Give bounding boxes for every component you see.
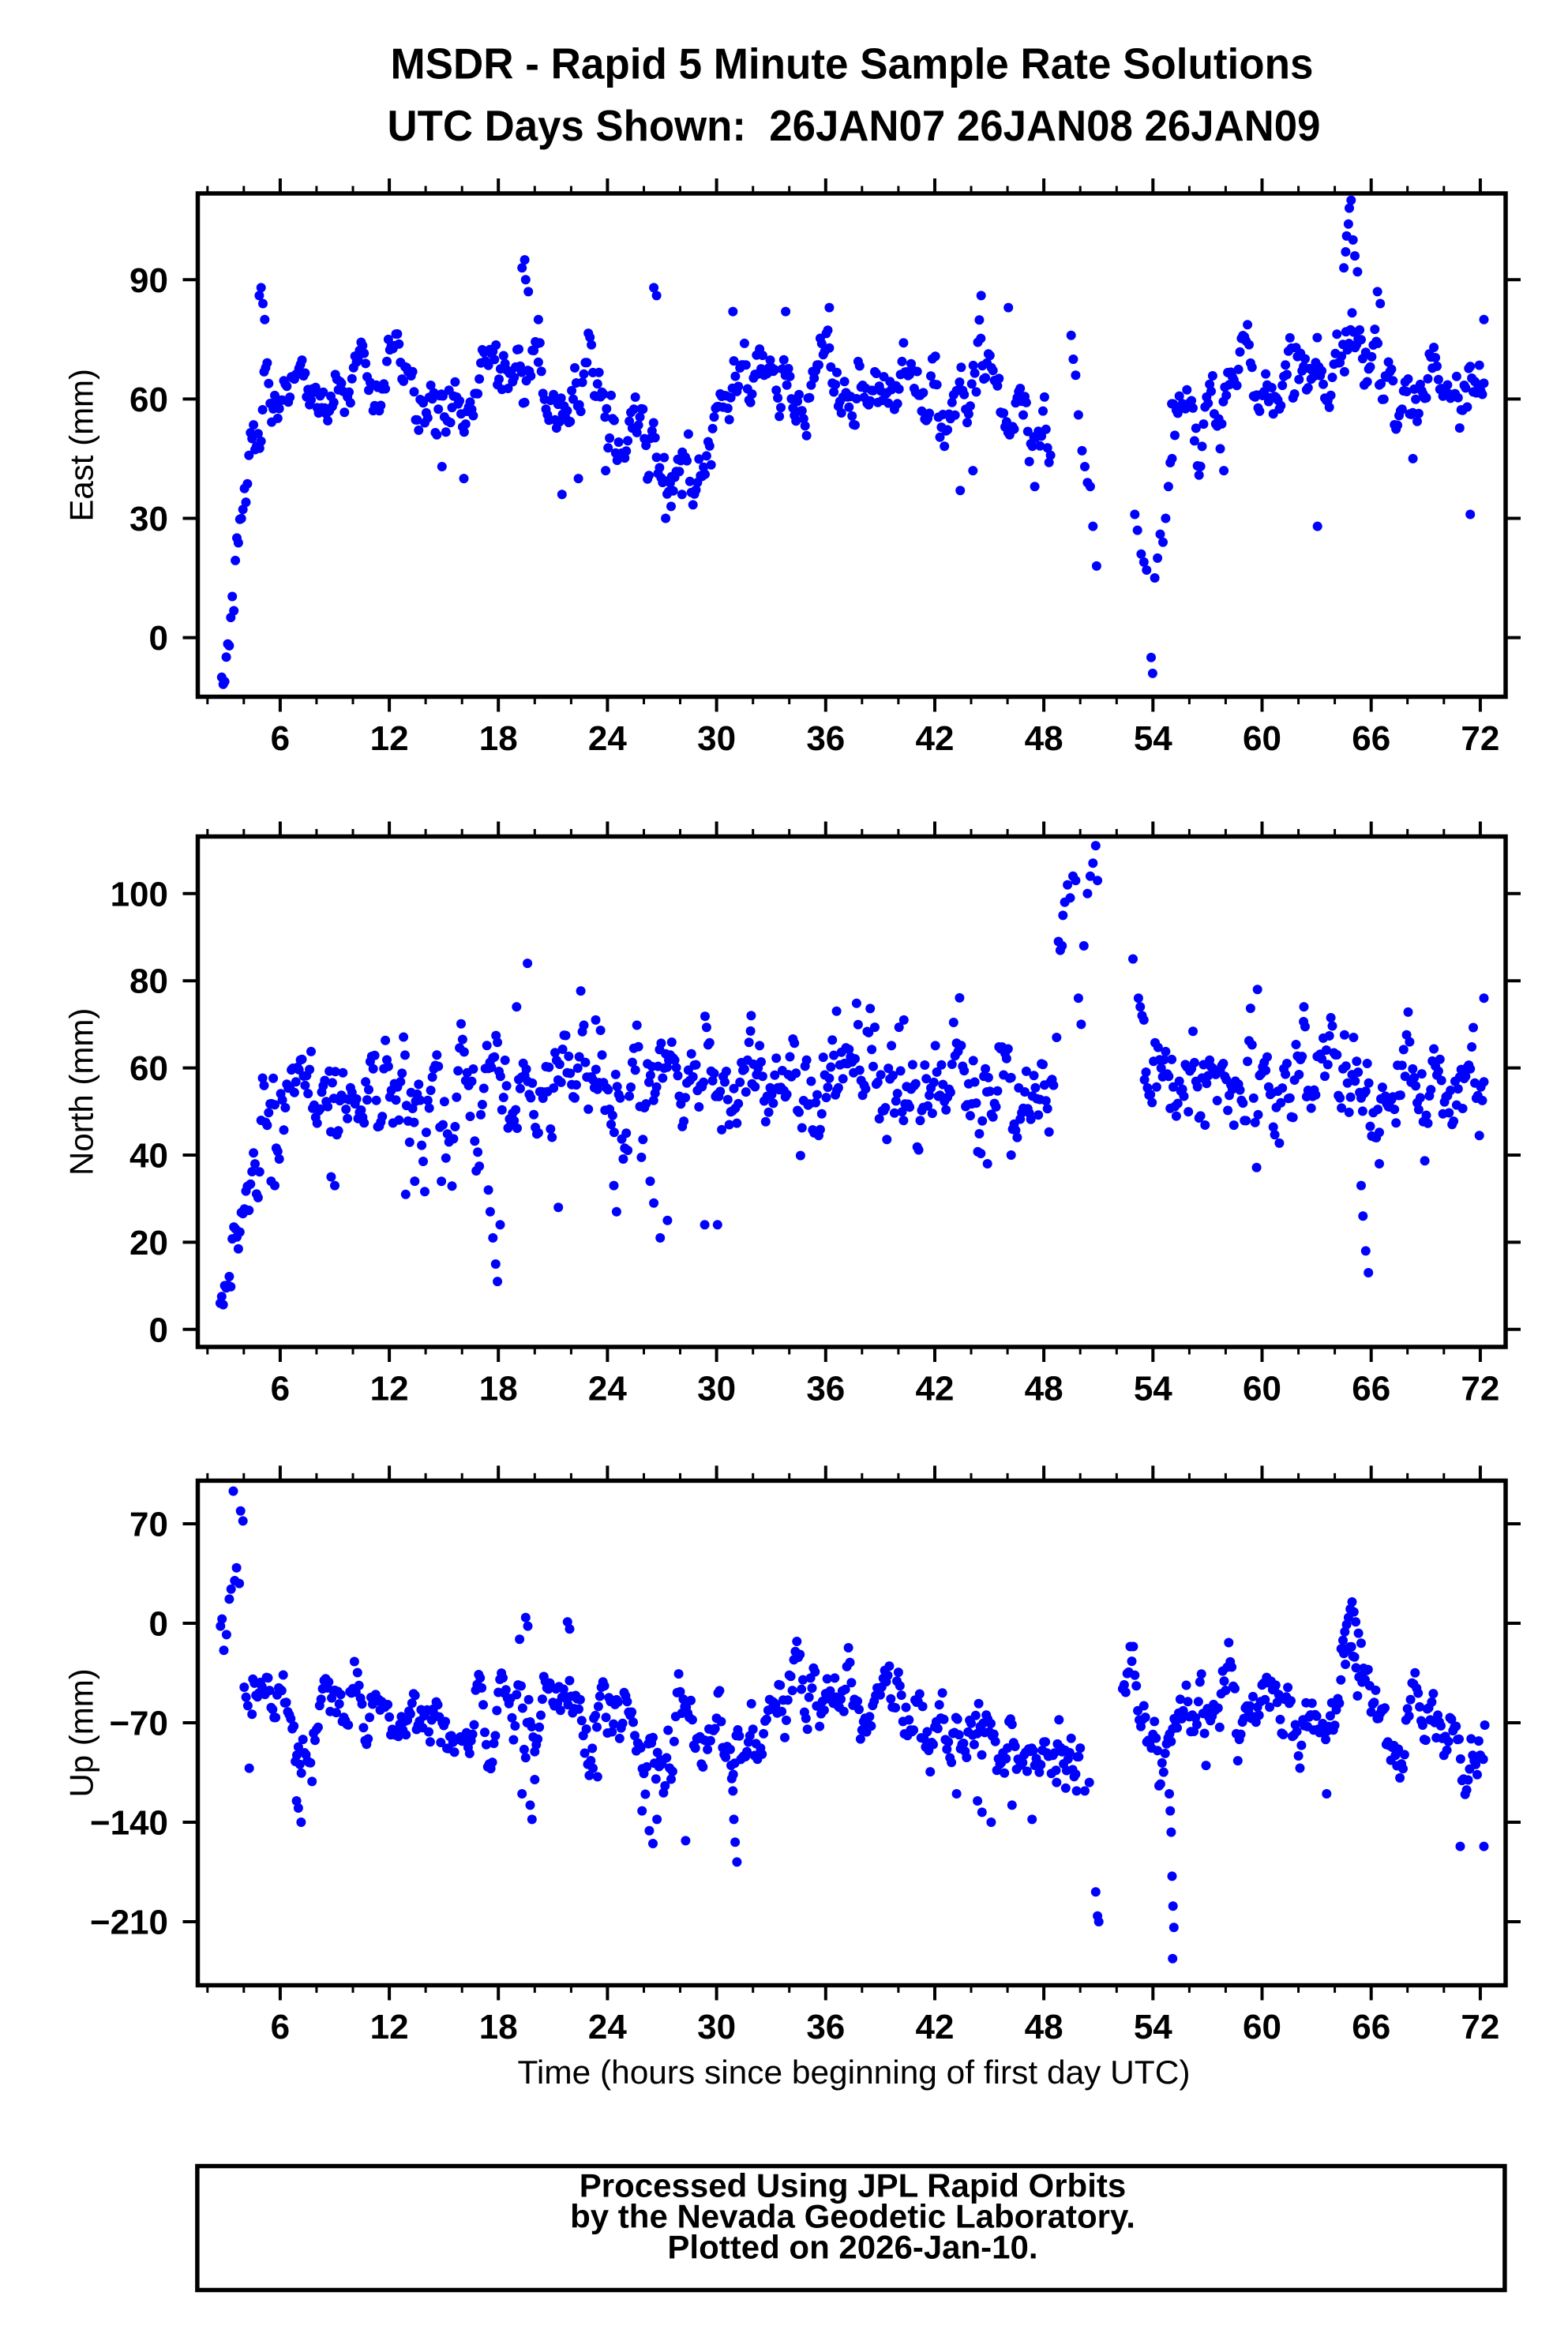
svg-text:6: 6 [271,719,290,758]
svg-text:42: 42 [916,2008,955,2046]
svg-text:48: 48 [1025,1370,1063,1409]
svg-text:66: 66 [1352,719,1390,758]
svg-text:12: 12 [370,719,409,758]
svg-text:72: 72 [1461,1370,1499,1409]
svg-text:30: 30 [697,2008,736,2046]
svg-text:18: 18 [479,719,518,758]
svg-text:East (mm): East (mm) [63,369,100,522]
svg-text:42: 42 [916,1370,955,1409]
svg-text:66: 66 [1352,2008,1390,2046]
svg-text:North (mm): North (mm) [63,1008,100,1176]
svg-text:0: 0 [149,619,168,658]
svg-text:−140: −140 [90,1804,168,1843]
svg-text:72: 72 [1461,719,1499,758]
svg-text:36: 36 [806,1370,845,1409]
svg-text:−70: −70 [109,1705,168,1743]
svg-text:by the Nevada Geodetic Laborat: by the Nevada Geodetic Laboratory. [570,2198,1135,2235]
svg-text:70: 70 [129,1506,168,1544]
svg-text:−210: −210 [90,1904,168,1942]
svg-text:48: 48 [1025,719,1063,758]
svg-text:36: 36 [806,719,845,758]
svg-text:6: 6 [271,1370,290,1409]
svg-text:UTC Days Shown: 26JAN07 26JAN: UTC Days Shown: 26JAN07 26JAN08 26JAN09 [388,101,1321,150]
svg-text:Time (hours since beginning of: Time (hours since beginning of first day… [518,2054,1191,2091]
svg-text:42: 42 [916,719,955,758]
svg-text:36: 36 [806,2008,845,2046]
svg-text:100: 100 [111,875,168,913]
svg-text:54: 54 [1134,1370,1172,1409]
svg-text:40: 40 [129,1137,168,1176]
svg-text:Plotted on 2026-Jan-10.: Plotted on 2026-Jan-10. [667,2228,1037,2265]
svg-text:90: 90 [129,261,168,300]
svg-text:60: 60 [129,381,168,419]
svg-text:24: 24 [588,1370,627,1409]
svg-text:24: 24 [588,719,627,758]
svg-text:60: 60 [1243,2008,1281,2046]
svg-text:6: 6 [271,2008,290,2046]
svg-text:0: 0 [149,1311,168,1349]
svg-text:30: 30 [697,1370,736,1409]
svg-text:54: 54 [1134,2008,1172,2046]
svg-text:60: 60 [1243,719,1281,758]
svg-text:Up (mm): Up (mm) [63,1668,100,1797]
svg-text:Processed Using JPL Rapid Orbi: Processed Using JPL Rapid Orbits [580,2167,1126,2204]
svg-text:0: 0 [149,1605,168,1644]
svg-text:12: 12 [370,2008,409,2046]
svg-text:20: 20 [129,1224,168,1262]
svg-text:12: 12 [370,1370,409,1409]
svg-text:30: 30 [129,500,168,538]
svg-text:72: 72 [1461,2008,1499,2046]
svg-text:MSDR - Rapid 5 Minute Sample R: MSDR - Rapid 5 Minute Sample Rate Soluti… [391,39,1314,88]
svg-text:48: 48 [1025,2008,1063,2046]
svg-text:18: 18 [479,2008,518,2046]
svg-text:54: 54 [1134,719,1172,758]
svg-text:24: 24 [588,2008,627,2046]
svg-text:30: 30 [697,719,736,758]
svg-text:66: 66 [1352,1370,1390,1409]
svg-text:18: 18 [479,1370,518,1409]
svg-text:60: 60 [129,1049,168,1088]
svg-text:80: 80 [129,962,168,1001]
svg-text:60: 60 [1243,1370,1281,1409]
